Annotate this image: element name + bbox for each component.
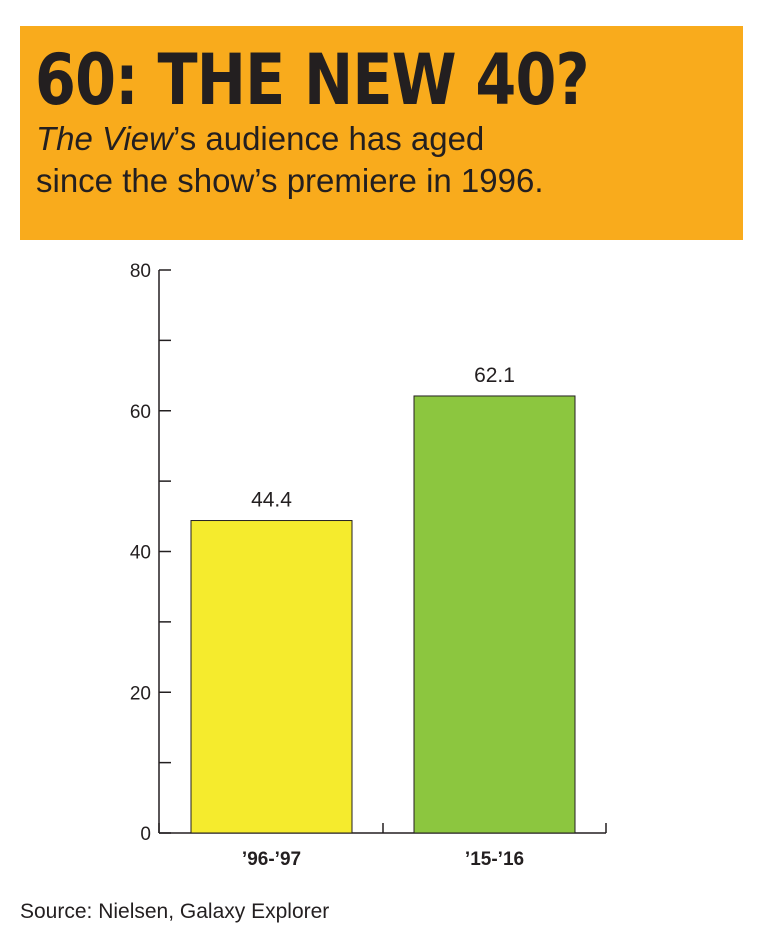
chart-headline: 60: THE NEW 40? — [35, 39, 590, 121]
y-axis: 0 20 40 60 80 — [130, 261, 171, 845]
y-tick-label: 80 — [130, 261, 151, 282]
subtitle-show-name: The View — [36, 120, 173, 157]
subtitle-line2: since the show’s premiere in 1996. — [36, 162, 544, 199]
x-category-label: ’96-’97 — [242, 849, 301, 870]
bar-chart: 0 20 40 60 80 ’96-’97 ’15-’16 44.4 62.1 — [130, 261, 607, 870]
source-note: Source: Nielsen, Galaxy Explorer — [20, 900, 330, 923]
y-tick-label: 0 — [140, 824, 151, 845]
bar-value-label: 62.1 — [474, 364, 515, 387]
y-tick-label: 40 — [130, 543, 151, 564]
title-banner — [20, 26, 743, 240]
chart-subtitle: The View’s audience has aged since the s… — [36, 118, 726, 202]
bar-series: 44.4 62.1 — [190, 364, 576, 834]
y-tick-label: 60 — [130, 402, 151, 423]
x-category-label: ’15-’16 — [465, 849, 524, 870]
subtitle-line1-rest: ’s audience has aged — [172, 120, 485, 157]
bar-value-label: 44.4 — [251, 489, 292, 512]
y-tick-label: 20 — [130, 683, 151, 704]
bar — [413, 395, 576, 834]
bar — [190, 520, 353, 834]
